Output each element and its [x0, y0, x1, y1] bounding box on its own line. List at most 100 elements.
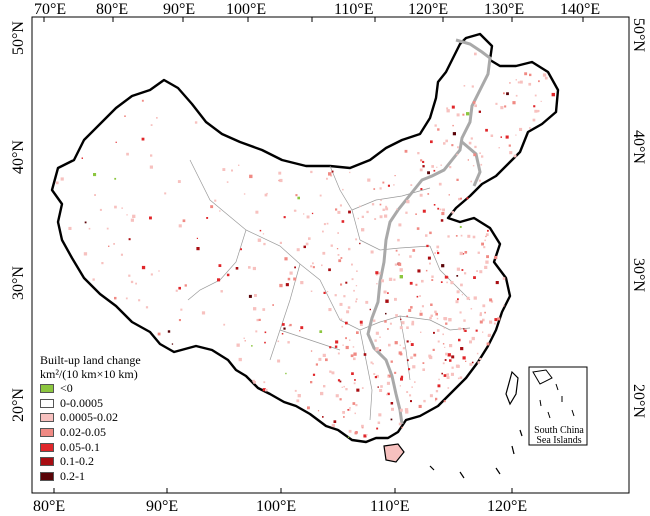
change-cell	[356, 270, 358, 272]
change-cell	[156, 117, 158, 119]
change-cell	[429, 316, 432, 320]
change-cell	[236, 343, 240, 347]
change-cell	[474, 145, 477, 149]
change-cell	[410, 356, 413, 359]
change-cell	[485, 128, 488, 132]
change-cell	[340, 257, 343, 259]
change-cell	[377, 421, 381, 424]
legend-label: 0.0005-0.02	[60, 410, 118, 425]
change-cell	[226, 273, 230, 277]
change-cell	[400, 318, 402, 320]
change-cell	[399, 275, 403, 279]
change-cell	[481, 155, 484, 158]
change-cell	[459, 376, 463, 379]
change-cell	[382, 181, 385, 184]
change-cell	[443, 400, 446, 403]
right-label-50n: 50°N	[630, 18, 647, 52]
change-cell	[484, 311, 486, 314]
change-cell	[331, 170, 334, 173]
change-cell	[378, 413, 382, 417]
change-cell	[135, 282, 137, 285]
change-cell	[515, 94, 518, 97]
bottom-label-90e: 90°E	[146, 498, 178, 515]
change-cell	[402, 347, 405, 350]
change-cell	[322, 416, 324, 418]
change-cell	[443, 142, 446, 145]
change-cell	[466, 296, 470, 300]
change-cell	[130, 218, 134, 222]
change-cell	[399, 326, 403, 330]
bottom-label-120e: 120°E	[487, 498, 527, 515]
legend-label: 0-0.0005	[60, 395, 103, 410]
change-cell	[341, 386, 343, 388]
change-cell	[370, 361, 373, 364]
top-ticks	[43, 17, 584, 22]
change-cell	[150, 273, 153, 276]
change-cell	[410, 306, 413, 309]
change-cell	[490, 300, 494, 303]
change-cell	[337, 232, 339, 234]
change-cell	[396, 208, 398, 211]
legend-item: 0.05-0.1	[40, 440, 141, 455]
change-cell	[249, 174, 253, 179]
change-cell	[408, 368, 411, 371]
change-cell	[372, 362, 374, 365]
right-label-30n: 30°N	[630, 258, 647, 292]
change-cell	[373, 188, 376, 190]
change-cell	[348, 429, 352, 433]
change-cell	[422, 209, 426, 213]
change-cell	[506, 92, 509, 96]
change-cell	[445, 352, 448, 356]
change-cell	[455, 235, 458, 237]
change-cell	[244, 340, 246, 342]
change-cell	[279, 283, 283, 288]
change-cell	[458, 197, 461, 201]
change-cell	[279, 178, 283, 183]
change-cell	[343, 295, 346, 298]
change-cell	[434, 310, 437, 314]
change-cell	[406, 315, 408, 317]
change-cell	[326, 222, 329, 225]
change-cell	[68, 226, 72, 230]
change-cell	[433, 169, 436, 172]
change-cell	[341, 325, 344, 328]
change-cell	[138, 299, 141, 302]
right-label-20n: 20°N	[630, 384, 647, 418]
bottom-label-110e: 110°E	[370, 498, 410, 515]
change-cell	[456, 267, 460, 271]
change-cell	[470, 308, 473, 310]
change-cell	[394, 371, 397, 374]
change-cell	[141, 137, 145, 141]
change-cell	[130, 280, 134, 284]
change-cell	[447, 353, 451, 357]
change-cell	[349, 407, 351, 409]
change-cell	[327, 291, 329, 293]
change-cell	[443, 374, 447, 377]
change-cell	[337, 379, 341, 382]
change-cell	[494, 318, 498, 322]
change-cell	[300, 326, 304, 330]
change-cell	[379, 389, 383, 392]
change-cell	[439, 208, 442, 211]
change-cell	[406, 359, 409, 362]
change-cell	[178, 319, 181, 322]
change-cell	[544, 76, 548, 80]
change-cell	[321, 264, 323, 267]
left-label-50n: 50°N	[10, 21, 27, 55]
change-cell	[540, 100, 542, 102]
change-cell	[384, 320, 387, 323]
change-cell	[379, 336, 381, 338]
change-cell	[394, 263, 397, 266]
change-cell	[477, 251, 480, 254]
change-cell	[451, 355, 455, 359]
change-cell	[380, 385, 383, 388]
change-cell	[317, 410, 320, 412]
change-cell	[458, 327, 461, 331]
change-cell	[370, 250, 374, 254]
change-cell	[437, 340, 440, 343]
change-cell	[408, 308, 412, 312]
change-cell	[485, 260, 489, 264]
change-cell	[345, 337, 347, 340]
change-cell	[55, 181, 59, 185]
change-cell	[359, 242, 361, 245]
